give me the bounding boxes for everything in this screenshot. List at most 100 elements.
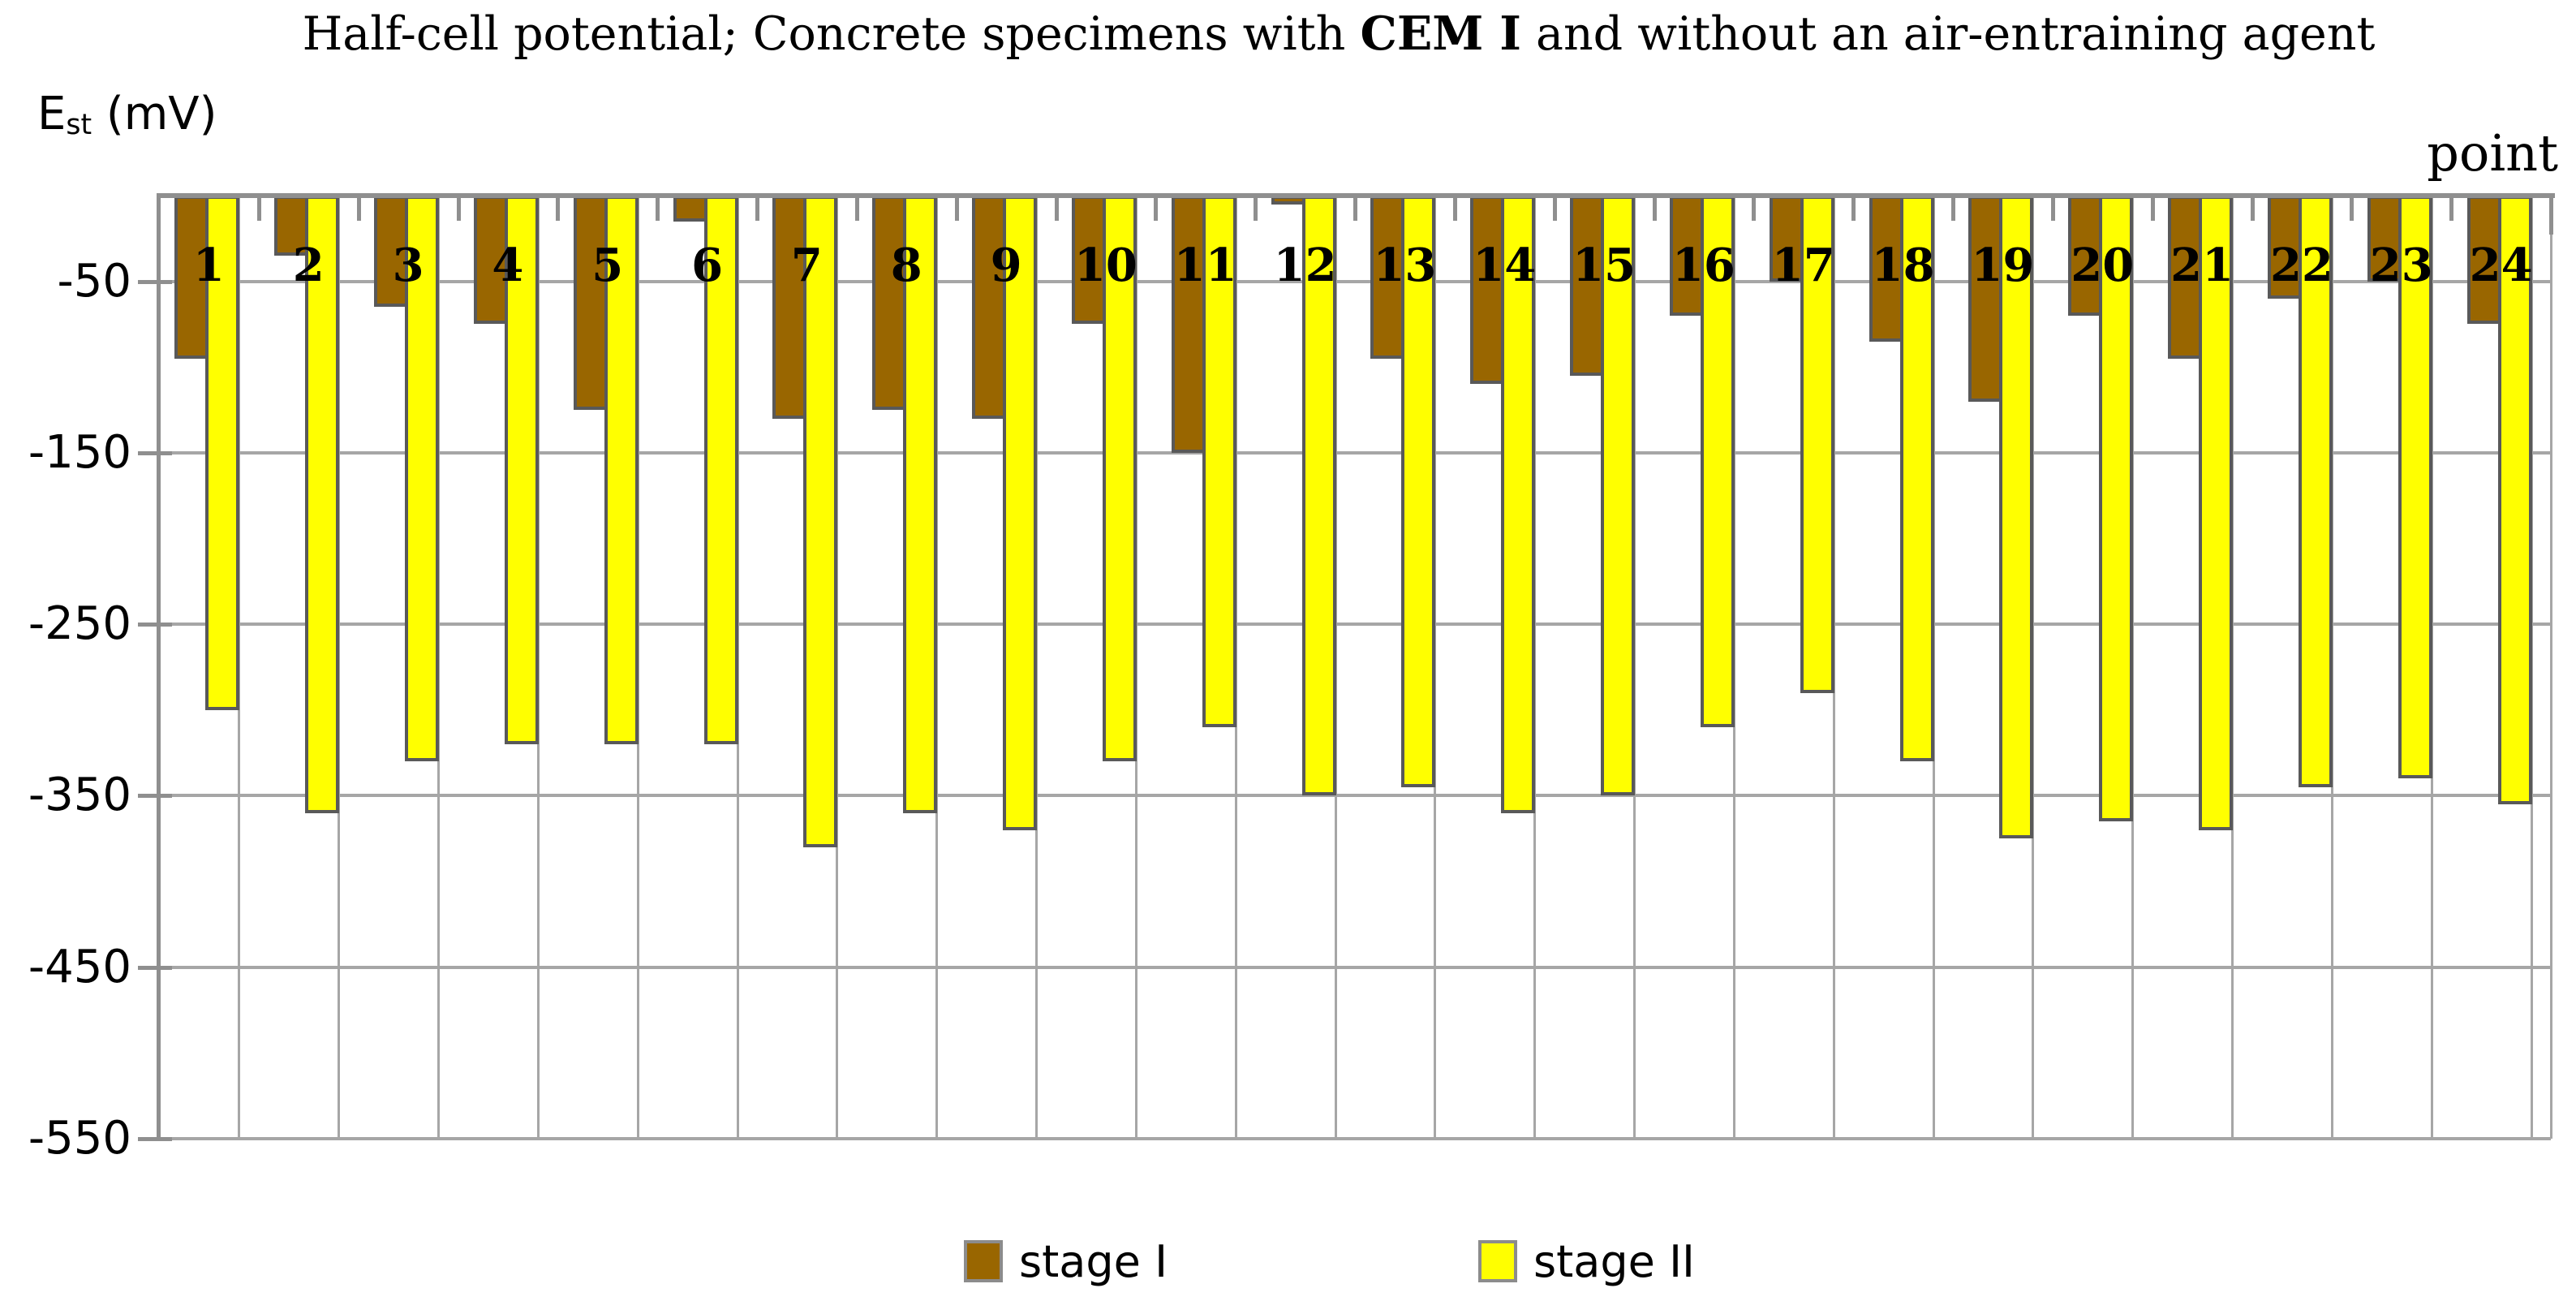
- bar-stage-2-point-2: [305, 196, 340, 813]
- legend-label-stage-1: stage I: [1019, 1235, 1168, 1287]
- y-axis-tick: [138, 279, 172, 284]
- category-label-5: 5: [591, 239, 624, 292]
- chart-title-suffix: and without an air-entraining agent: [1520, 7, 2376, 61]
- category-label-24: 24: [2469, 239, 2533, 292]
- x-axis-tick: [755, 196, 759, 221]
- x-axis-tick: [1552, 196, 1557, 221]
- bar-stage-2-point-10: [1102, 196, 1137, 762]
- x-axis-title: point: [2427, 123, 2558, 183]
- category-label-14: 14: [1473, 239, 1537, 292]
- x-axis-line: [157, 193, 2555, 198]
- bar-stage-2-point-23: [2398, 196, 2432, 779]
- bar-stage-1-point-6: [673, 196, 707, 222]
- bar-stage-2-point-19: [1999, 196, 2034, 839]
- legend-swatch-stage-1: [964, 1240, 1003, 1282]
- bar-stage-2-point-11: [1202, 196, 1236, 727]
- x-axis-tick: [1851, 196, 1856, 221]
- bar-stage-1-point-5: [573, 196, 608, 411]
- bar-stage-2-point-20: [2099, 196, 2134, 822]
- y-axis-symbol: E: [37, 88, 67, 140]
- chart-title-bold-cem: CEM I: [1360, 6, 1521, 61]
- bar-stage-2-point-4: [504, 196, 539, 745]
- bar-stage-2-point-7: [803, 196, 838, 847]
- legend-item-stage-1: stage I: [964, 1235, 1168, 1287]
- bar-stage-1-point-9: [972, 196, 1007, 419]
- bar-stage-2-point-14: [1501, 196, 1536, 813]
- x-axis-tick: [954, 196, 959, 221]
- bar-stage-2-point-13: [1401, 196, 1436, 787]
- bar-stage-2-point-18: [1899, 196, 1934, 762]
- category-label-11: 11: [1173, 239, 1237, 292]
- category-label-13: 13: [1373, 239, 1437, 292]
- bar-stage-1-point-15: [1570, 196, 1605, 376]
- bar-stage-1-point-11: [1171, 196, 1206, 453]
- y-axis-tick: [138, 1137, 172, 1141]
- x-axis-tick: [1951, 196, 1955, 221]
- y-tick-label: -250: [28, 597, 131, 651]
- y-axis-tick: [138, 623, 172, 627]
- y-tick-label: -550: [28, 1112, 131, 1165]
- legend-item-stage-2: stage II: [1478, 1235, 1695, 1287]
- x-axis-tick: [1452, 196, 1457, 221]
- category-label-1: 1: [192, 239, 225, 292]
- bar-stage-2-point-22: [2298, 196, 2333, 787]
- bar-stage-2-point-12: [1301, 196, 1336, 796]
- x-axis-tick: [356, 196, 361, 221]
- x-axis-tick: [1154, 196, 1159, 221]
- gridline-horizontal: [159, 1137, 2551, 1140]
- x-axis-tick: [854, 196, 859, 221]
- legend: stage I stage II: [0, 1235, 2576, 1292]
- bar-stage-1-point-8: [872, 196, 907, 411]
- category-label-7: 7: [790, 239, 823, 292]
- y-axis-unit: (mV): [92, 88, 217, 140]
- category-label-6: 6: [691, 239, 724, 292]
- bar-stage-2-point-3: [405, 196, 440, 762]
- bar-stage-2-point-9: [1003, 196, 1038, 830]
- legend-label-stage-2: stage II: [1533, 1235, 1695, 1287]
- x-axis-tick: [2250, 196, 2255, 221]
- y-tick-label: -350: [28, 769, 131, 822]
- x-axis-tick: [2150, 196, 2155, 221]
- category-label-17: 17: [1771, 239, 1835, 292]
- chart-title: Half-cell potential; Concrete specimens …: [122, 6, 2556, 61]
- bar-stage-1-point-21: [2168, 196, 2203, 359]
- category-label-21: 21: [2170, 239, 2234, 292]
- bar-stage-1-point-23: [2367, 196, 2402, 282]
- category-label-22: 22: [2269, 239, 2333, 292]
- category-label-15: 15: [1572, 239, 1636, 292]
- x-axis-tick: [556, 196, 561, 221]
- x-axis-tick: [256, 196, 261, 221]
- bar-stage-2-point-16: [1700, 196, 1735, 727]
- y-tick-label: -150: [28, 425, 131, 479]
- y-axis-tick: [138, 794, 172, 799]
- y-tick-label: -50: [57, 254, 131, 308]
- bar-stage-2-point-6: [703, 196, 738, 745]
- gridline-horizontal: [159, 450, 2551, 455]
- x-axis-tick: [2350, 196, 2355, 221]
- bar-stage-2-point-8: [903, 196, 938, 813]
- y-axis-tick: [138, 965, 172, 970]
- bar-stage-1-point-7: [772, 196, 807, 419]
- gridline-horizontal: [159, 794, 2551, 798]
- bar-stage-2-point-15: [1601, 196, 1636, 796]
- category-label-19: 19: [1971, 239, 2035, 292]
- category-label-4: 4: [492, 239, 524, 292]
- x-axis-tick: [2449, 196, 2454, 221]
- y-tick-label: -450: [28, 940, 131, 993]
- y-axis-tick: [138, 450, 172, 455]
- bar-stage-2-point-24: [2497, 196, 2532, 805]
- x-axis-tick: [2549, 196, 2553, 235]
- category-label-18: 18: [1871, 239, 1935, 292]
- plot-right-border: [2550, 196, 2552, 1139]
- x-axis-tick: [1752, 196, 1757, 221]
- x-axis-tick: [1054, 196, 1059, 221]
- gridline-horizontal: [159, 623, 2551, 627]
- bar-stage-2-point-21: [2199, 196, 2234, 830]
- chart-title-prefix: Half-cell potential; Concrete specimens …: [302, 7, 1361, 61]
- category-label-10: 10: [1073, 239, 1137, 292]
- category-label-3: 3: [392, 239, 424, 292]
- y-axis-subscript: st: [66, 109, 92, 142]
- x-axis-tick: [1254, 196, 1258, 221]
- category-label-2: 2: [292, 239, 325, 292]
